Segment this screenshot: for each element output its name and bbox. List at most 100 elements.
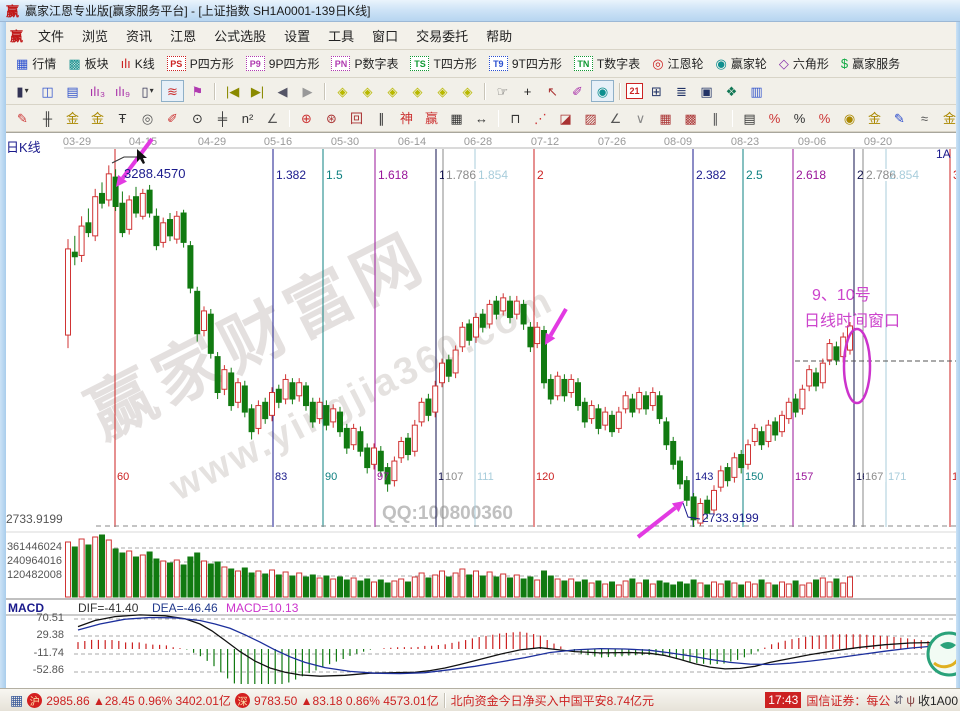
- span-measure-button[interactable]: ↔: [475, 110, 488, 126]
- percent-button[interactable]: %: [793, 110, 806, 126]
- hand-drag-button[interactable]: ☞: [496, 83, 509, 99]
- overlay-chart-button[interactable]: ◫: [41, 83, 54, 99]
- menu-item-5[interactable]: 设置: [284, 28, 311, 44]
- chart-canvas[interactable]: 03-29 04-15 04-29 05-16 05-30 06-14 06-28 07-12…: [0, 133, 960, 689]
- gann-flower-tool-button[interactable]: ✐: [572, 83, 583, 99]
- winner-wheel-label: 赢家轮: [730, 57, 767, 71]
- menu-item-6[interactable]: 工具: [328, 28, 355, 44]
- calendar-21-button[interactable]: 21: [626, 83, 643, 99]
- dynamic-chart-button[interactable]: ≋: [161, 80, 184, 102]
- date-axis-label: 08-09: [664, 136, 692, 148]
- gann-grid-box-button[interactable]: ▨: [584, 110, 597, 126]
- net-sync-button[interactable]: ❖: [725, 83, 738, 99]
- toolbar-button-p-square[interactable]: PS P四方形: [161, 54, 240, 73]
- calculator-button[interactable]: ⊞: [651, 83, 662, 99]
- prev-candle-button[interactable]: ◀: [277, 83, 288, 99]
- toolbar-button-winner-service[interactable]: $ 赢家服务: [835, 54, 906, 73]
- gann-fan-button[interactable]: ⋰: [534, 110, 547, 126]
- broker-ticker[interactable]: 国信证券：每公: [806, 693, 891, 708]
- annotation-arrow: [545, 332, 556, 345]
- ying-tool-button[interactable]: 赢: [424, 110, 438, 126]
- diamond-compress-button[interactable]: ◈: [412, 83, 423, 99]
- square-grid-button[interactable]: ▦: [659, 110, 672, 126]
- toolbar-button-kline[interactable]: ılı K线: [115, 54, 161, 73]
- time-ruler-button[interactable]: ╪: [217, 110, 228, 126]
- notebook-button[interactable]: ≣: [676, 83, 687, 99]
- gann-fan-box-button[interactable]: ◪: [559, 110, 572, 126]
- toolbar-button-hexagon[interactable]: ◇ 六角形: [773, 54, 835, 73]
- diamond-expand-h-button[interactable]: ◈: [387, 83, 398, 99]
- gann-day-count-label: 111: [477, 471, 494, 483]
- menu-item-3[interactable]: 江恩: [170, 28, 197, 44]
- percent-level-button[interactable]: %: [818, 110, 831, 126]
- crosshair-button[interactable]: +: [523, 83, 532, 99]
- diamond-expand-v-button[interactable]: ◈: [437, 83, 448, 99]
- trend-angles-button[interactable]: ∠: [609, 110, 622, 126]
- toolbar-button-9p-square[interactable]: P9 9P四方形: [240, 54, 326, 73]
- toolbar-button-t-number-table[interactable]: TN T数字表: [568, 54, 646, 73]
- news-ticker[interactable]: 北向资金今日净买入中国平安8.74亿元: [450, 693, 654, 708]
- kline-compare-button[interactable]: ∥: [378, 110, 385, 126]
- quote-grid-icon[interactable]: ▦: [10, 691, 24, 708]
- shen-tool-button[interactable]: 神: [399, 110, 413, 126]
- gann-day-count-label: 107: [445, 471, 463, 483]
- spiral-button[interactable]: ◎: [141, 110, 154, 126]
- square-grid-2-button[interactable]: ▩: [684, 110, 697, 126]
- menu-item-7[interactable]: 窗口: [372, 28, 399, 44]
- kline-period-dropdown-button[interactable]: ▮ ▾: [16, 83, 29, 99]
- ticker-spinner[interactable]: ⇵: [893, 693, 904, 707]
- box-spiral-button[interactable]: 回: [349, 110, 363, 126]
- circle-gold-button[interactable]: ◉: [843, 110, 856, 126]
- info-board-button[interactable]: ▤: [66, 83, 79, 99]
- gold-band-button[interactable]: 金: [90, 110, 104, 126]
- circle-center-button[interactable]: ⊕: [301, 110, 312, 126]
- star-rays-button[interactable]: ⊛: [326, 110, 337, 126]
- parallel-lines-button[interactable]: ∥: [712, 110, 719, 126]
- toolbar-button-t-square[interactable]: TS T四方形: [404, 54, 482, 73]
- percent-table-button[interactable]: ▤: [743, 110, 756, 126]
- percent-retrace-button[interactable]: %: [768, 110, 781, 126]
- save-button[interactable]: ▣: [700, 83, 713, 99]
- first-page-button[interactable]: |◀: [225, 83, 240, 99]
- toolbar-button-9t-square[interactable]: T9 9T四方形: [483, 54, 568, 73]
- n-square-button[interactable]: n²: [241, 110, 254, 126]
- smart-analysis-button[interactable]: ◉: [591, 80, 614, 102]
- gann-ruler-button[interactable]: ╫: [42, 110, 53, 126]
- menu-item-0[interactable]: 文件: [38, 28, 65, 44]
- price-mark-button[interactable]: ✎: [894, 110, 905, 126]
- menu-item-9[interactable]: 帮助: [486, 28, 513, 44]
- menu-item-2[interactable]: 资讯: [126, 28, 153, 44]
- drawing-toolbar: ✎╫金金Ŧ◎✐⊙╪n²∠⊕⊛回∥神赢▦↔⊓⋰◪▨∠∨▦▩∥▤%%%◉金✎≈金JF…: [0, 105, 960, 132]
- toolbar-button-winner-wheel[interactable]: ◉ 赢家轮: [710, 54, 773, 73]
- grid-123-button[interactable]: ▦: [450, 110, 463, 126]
- menu-item-8[interactable]: 交易委托: [416, 28, 469, 44]
- gold-line-button[interactable]: 金: [867, 110, 881, 126]
- next-candle-button[interactable]: ▶: [302, 83, 313, 99]
- analysis-flag-button[interactable]: ⚑: [191, 83, 204, 99]
- toolbar-button-gann-wheel[interactable]: ◎ 江恩轮: [646, 54, 709, 73]
- toolbar-button-p-number-table[interactable]: PN P数字表: [325, 54, 404, 73]
- v-line-button[interactable]: ∨: [635, 110, 646, 126]
- diamond-left-button[interactable]: ◈: [337, 83, 348, 99]
- net-transfer-button[interactable]: ▥: [750, 83, 763, 99]
- candle-width-dropdown-button[interactable]: ▯ ▾: [141, 83, 154, 99]
- diamond-right-button[interactable]: ◈: [362, 83, 373, 99]
- menu-item-1[interactable]: 浏览: [82, 28, 109, 44]
- diamond-move-button[interactable]: ◈: [462, 83, 473, 99]
- gold-section-button[interactable]: 金: [65, 110, 79, 126]
- toolbar-button-sectors[interactable]: ▩ 板块: [62, 54, 114, 73]
- draw-pencil-button[interactable]: ✎: [17, 110, 28, 126]
- wave-line-button[interactable]: ≈: [920, 110, 929, 126]
- ma-lines-9-button[interactable]: ılı₉: [114, 83, 131, 99]
- toolbar-button-quotes[interactable]: ▦ 行情: [10, 54, 62, 73]
- last-page-button[interactable]: ▶|: [250, 83, 265, 99]
- angle-line-button[interactable]: ∠: [266, 110, 279, 126]
- gann-box-button[interactable]: ⊓: [510, 110, 521, 126]
- f-line-button[interactable]: Ŧ: [118, 110, 127, 126]
- gold-up-button[interactable]: 金: [942, 110, 956, 126]
- ma-lines-3-button[interactable]: ılı₃: [89, 83, 106, 99]
- pointer-note-button[interactable]: ↖: [547, 83, 558, 99]
- mark-pencil-button[interactable]: ✐: [167, 110, 178, 126]
- time-cycle-button[interactable]: ⊙: [192, 110, 203, 126]
- menu-item-4[interactable]: 公式选股: [214, 28, 267, 44]
